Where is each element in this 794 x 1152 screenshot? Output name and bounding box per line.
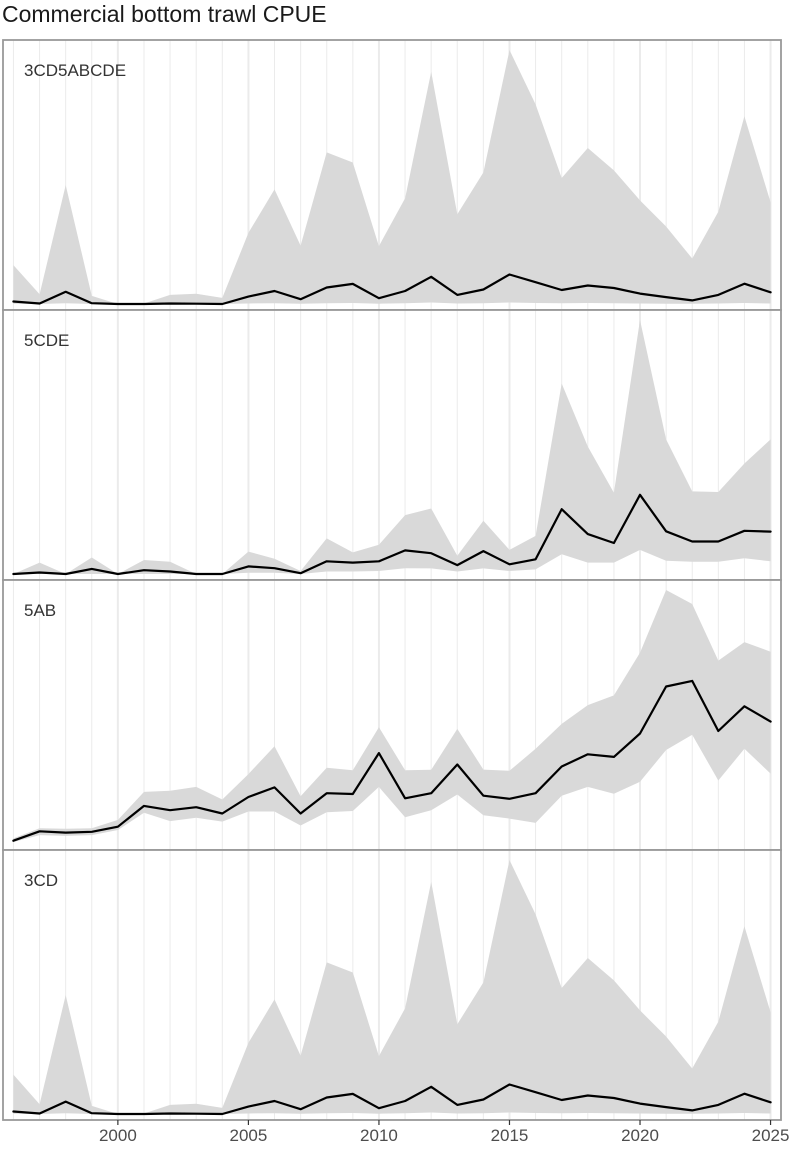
- panel-5AB: 5AB: [2, 579, 782, 851]
- confidence-band: [13, 320, 771, 574]
- panel-label: 5AB: [24, 601, 56, 620]
- x-tick-label: 2000: [99, 1126, 137, 1145]
- panel-frame: [2, 849, 782, 1121]
- chart-title: Commercial bottom trawl CPUE: [2, 1, 327, 27]
- cpue-index-line: [12, 273, 772, 306]
- panel-3CD5ABCDE: 3CD5ABCDE: [2, 39, 782, 311]
- panel-label: 3CD5ABCDE: [24, 61, 126, 80]
- x-tick-label: 2005: [229, 1126, 267, 1145]
- x-tick-label: 2025: [752, 1126, 790, 1145]
- x-tick-label: 2010: [360, 1126, 398, 1145]
- x-tick-label: 2020: [621, 1126, 659, 1145]
- panel-label: 5CDE: [24, 331, 69, 350]
- x-axis: 2000 2005 2010 2015 2020 2025: [99, 1120, 790, 1145]
- confidence-band: [13, 860, 771, 1114]
- confidence-band: [13, 590, 771, 842]
- panel-3CD: 3CD: [2, 849, 782, 1121]
- cpue-index-line: [12, 1083, 772, 1116]
- panel-label: 3CD: [24, 871, 58, 890]
- panel-5CDE: 5CDE: [2, 309, 782, 581]
- x-tick-label: 2015: [491, 1126, 529, 1145]
- cpue-index-line: [12, 493, 772, 576]
- confidence-band: [13, 50, 771, 304]
- cpue-index-line: [12, 679, 772, 842]
